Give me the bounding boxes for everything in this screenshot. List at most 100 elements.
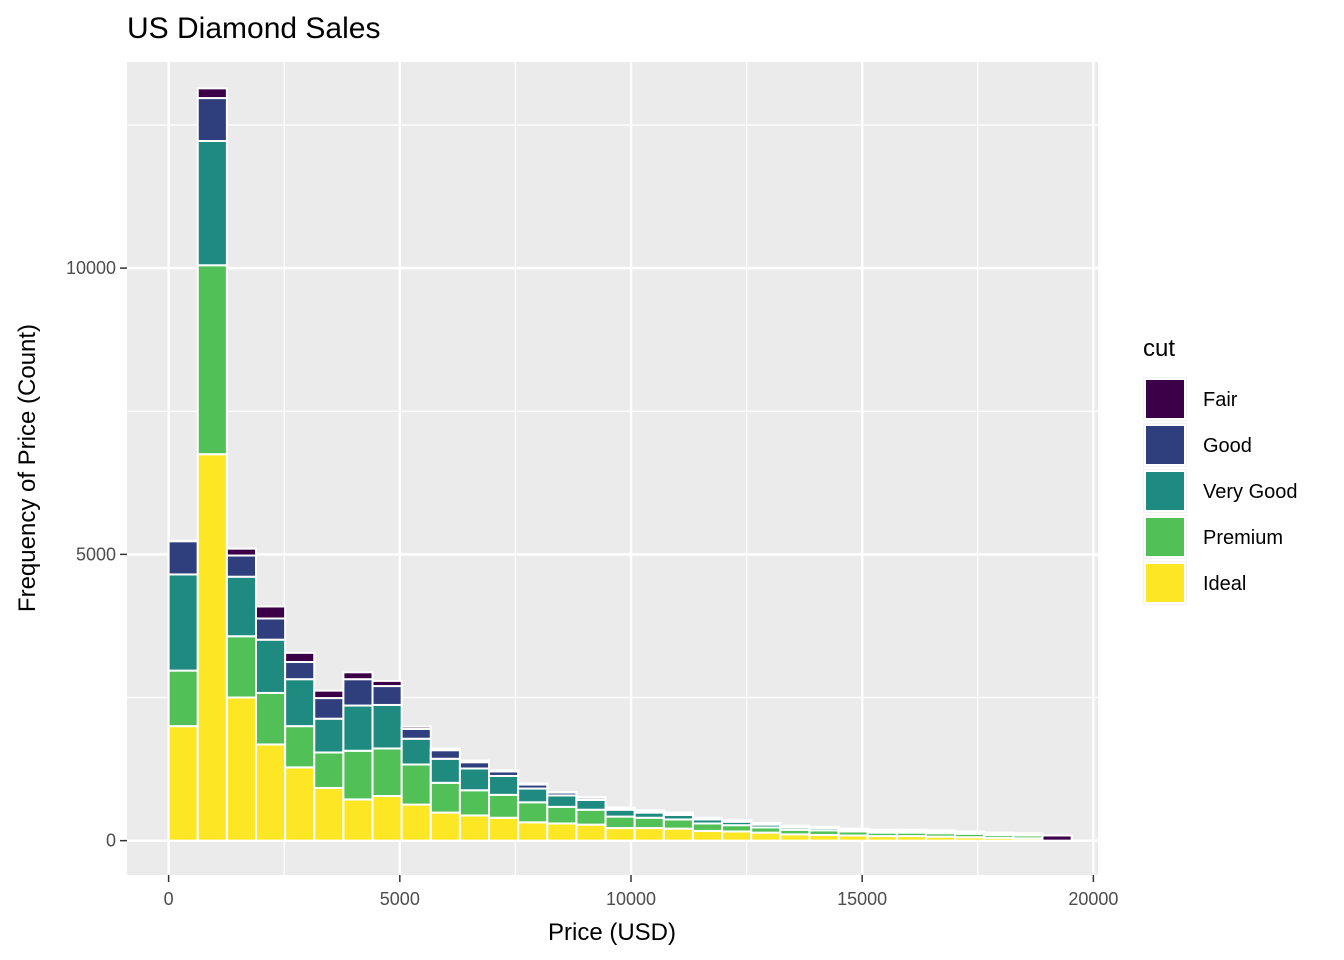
- bar-ideal: [633, 827, 665, 842]
- bar-very-good: [167, 573, 199, 672]
- bar-very-good: [196, 140, 228, 267]
- x-tick-label: 10000: [606, 889, 656, 909]
- bar-fair: [837, 827, 869, 831]
- bar-premium: [458, 789, 491, 817]
- bar-good: [400, 728, 432, 740]
- legend-swatch-ideal: [1144, 562, 1186, 604]
- bar-fair: [779, 824, 811, 828]
- bar-ideal: [196, 453, 228, 842]
- bar-ideal: [167, 725, 199, 842]
- bar-good: [284, 661, 316, 681]
- bar-fair: [983, 831, 1015, 835]
- bar-premium: [167, 669, 199, 728]
- bar-ideal: [284, 766, 316, 842]
- bar-premium: [313, 751, 345, 789]
- bar-good: [167, 540, 199, 576]
- bar-ideal: [429, 811, 461, 842]
- bar-premium: [604, 815, 636, 830]
- bar-very-good: [604, 808, 636, 818]
- bar-fair: [225, 547, 258, 557]
- y-axis: 0 5000 10000: [66, 258, 127, 851]
- bar-very-good: [225, 575, 258, 638]
- bar-premium: [225, 635, 258, 699]
- legend-title: cut: [1143, 335, 1175, 362]
- legend-swatch-premium: [1144, 516, 1186, 558]
- bar-ideal: [662, 827, 694, 842]
- bar-premium: [371, 747, 403, 797]
- bar-very-good: [313, 717, 345, 754]
- bar-fair: [371, 679, 403, 688]
- bar-very-good: [429, 757, 461, 784]
- bar-good: [255, 617, 287, 641]
- bar-very-good: [517, 787, 549, 804]
- bar-premium: [517, 801, 549, 824]
- bar-fair: [721, 819, 753, 822]
- bar-premium: [196, 264, 228, 456]
- bar-fair: [662, 811, 694, 815]
- bar-ideal: [604, 827, 636, 842]
- chart-title: US Diamond Sales: [127, 12, 380, 45]
- bar-ideal: [575, 823, 607, 842]
- bar-fair: [167, 539, 199, 543]
- bar-good: [225, 554, 258, 578]
- bar-fair: [633, 809, 665, 812]
- bar-very-good: [458, 767, 491, 792]
- bar-fair: [546, 790, 578, 794]
- bar-ideal: [458, 814, 491, 842]
- y-tick-label: 0: [106, 831, 116, 851]
- y-axis-title: Frequency of Price (Count): [14, 324, 41, 612]
- bar-premium: [284, 725, 316, 769]
- bar-premium: [255, 691, 287, 746]
- x-tick-label: 15000: [837, 889, 887, 909]
- bar-good: [429, 749, 461, 760]
- legend: cut Fair Good Very Good Premium Ideal: [1143, 335, 1298, 605]
- bar-fair: [458, 759, 491, 764]
- legend-label-very-good: Very Good: [1203, 481, 1298, 503]
- bar-ideal: [750, 831, 782, 842]
- bar-fair: [691, 816, 724, 820]
- grid-minor: [127, 62, 1098, 875]
- bar-premium: [575, 808, 607, 826]
- bar-very-good: [284, 678, 316, 728]
- y-tick-label: 10000: [66, 258, 116, 278]
- bar-premium: [400, 763, 432, 806]
- bar-good: [371, 685, 403, 706]
- bar-ideal: [255, 743, 287, 842]
- bar-fair: [604, 806, 636, 810]
- bar-fair: [750, 821, 782, 825]
- bar-fair: [1012, 832, 1044, 835]
- legend-swatch-fair: [1144, 378, 1186, 420]
- x-axis: 0 5000 10000 15000 20000: [164, 875, 1118, 909]
- legend-label-ideal: Ideal: [1203, 573, 1246, 595]
- bar-premium: [546, 805, 578, 825]
- bar-premium: [633, 816, 665, 830]
- bar-good: [313, 697, 345, 720]
- bar-ideal: [691, 829, 724, 842]
- bar-premium: [691, 822, 724, 832]
- bar-very-good: [400, 737, 432, 766]
- x-tick-label: 0: [164, 889, 174, 909]
- bar-fair: [1041, 834, 1073, 842]
- bar-ideal: [371, 794, 403, 842]
- bar-very-good: [546, 794, 578, 808]
- bar-fair: [429, 747, 461, 752]
- bar-fair: [895, 828, 927, 832]
- bar-fair: [575, 796, 607, 799]
- legend-label-premium: Premium: [1203, 527, 1283, 549]
- bar-ideal: [342, 798, 374, 842]
- bar-fair: [517, 782, 549, 786]
- legend-label-good: Good: [1203, 435, 1252, 457]
- y-tick-label: 5000: [76, 544, 116, 564]
- bar-ideal: [546, 822, 578, 842]
- bar-ideal: [400, 803, 432, 842]
- bar-ideal: [517, 821, 549, 842]
- x-axis-title: Price (USD): [548, 919, 676, 946]
- bar-fair: [808, 825, 840, 829]
- x-tick-label: 20000: [1068, 889, 1118, 909]
- bar-fair: [313, 689, 345, 700]
- bar-premium: [342, 749, 374, 801]
- bar-very-good: [342, 704, 374, 752]
- bar-premium: [429, 781, 461, 814]
- bar-ideal: [313, 786, 345, 842]
- bar-fair: [255, 605, 287, 620]
